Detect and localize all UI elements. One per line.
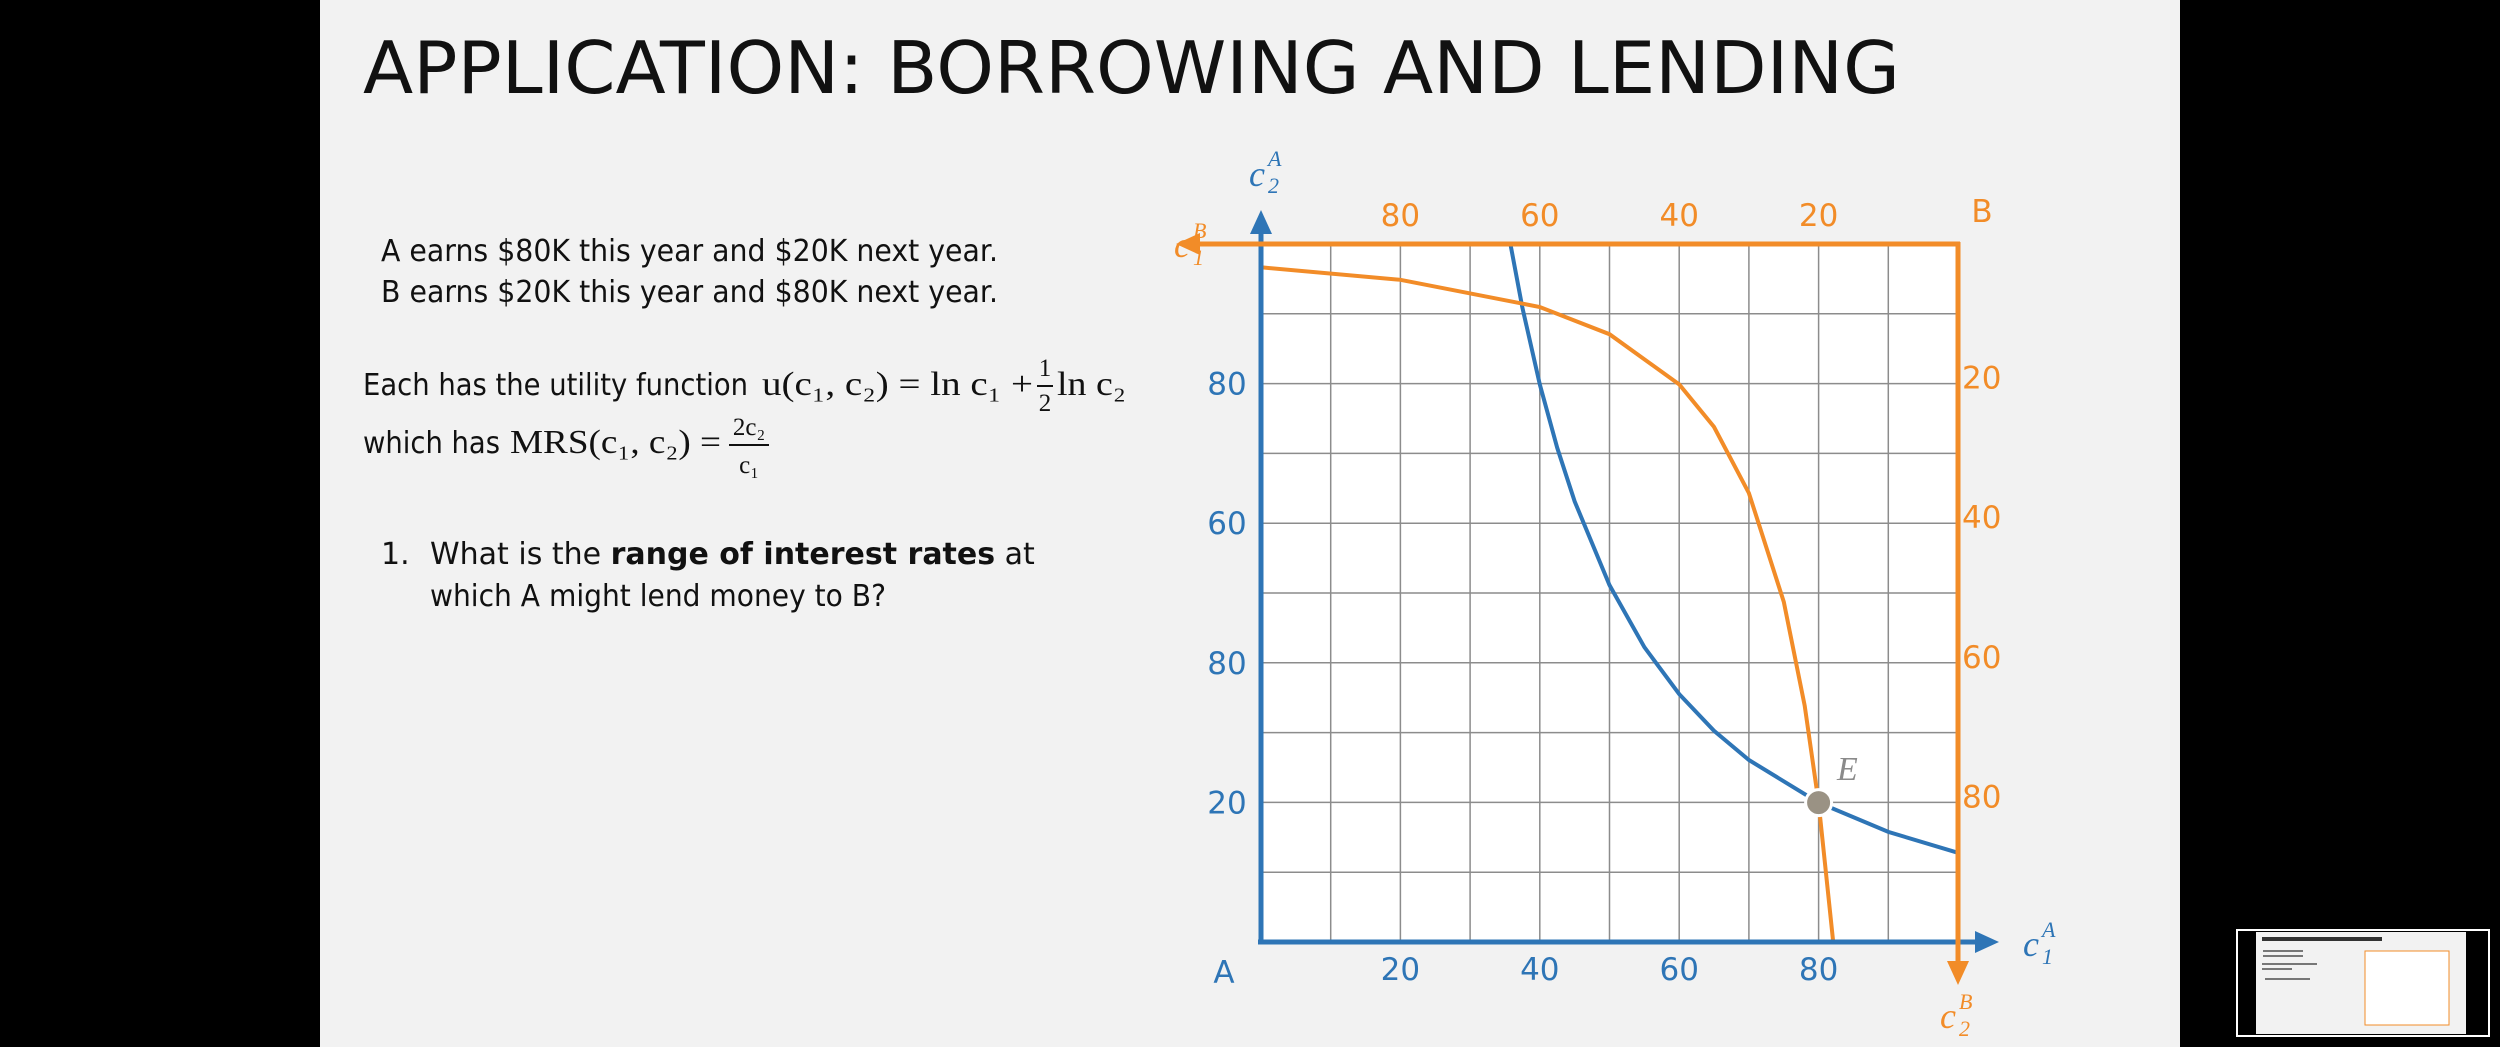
equilibrium-point xyxy=(1804,788,1834,818)
axis-label: c xyxy=(1940,996,1956,1036)
tick-labels: 20 40 60 80 80 60 80 20 80 60 40 20 20 40 60 80 xyxy=(1207,198,2001,988)
utility-prefix: Each has the utility function xyxy=(363,368,748,403)
utility-formula: ln c₂ xyxy=(1057,366,1126,403)
x-tick-label: 40 xyxy=(1659,198,1698,234)
axis-label: A xyxy=(1266,146,1282,171)
x-tick-label: 60 xyxy=(1520,198,1559,234)
y-tick-label: 80 xyxy=(1207,646,1246,682)
thumbnail-text xyxy=(2262,968,2292,970)
y-tick-label: 20 xyxy=(1962,361,2001,397)
x-tick-label: 20 xyxy=(1381,952,1420,988)
fraction-numerator: 1 xyxy=(1039,355,1052,382)
thumbnail-text xyxy=(2262,963,2317,965)
axis-label: B xyxy=(1959,989,1972,1014)
origin-label: A xyxy=(1213,955,1234,991)
indifference-curve-b xyxy=(1260,265,1836,943)
intro-line: A earns $80K this year and $20K next yea… xyxy=(381,234,998,269)
thumbnail-text xyxy=(2263,950,2303,952)
x-tick-label: 80 xyxy=(1799,952,1838,988)
axis-label: A xyxy=(2040,917,2056,942)
slide-thumbnail[interactable] xyxy=(2236,929,2490,1037)
y-tick-label: 80 xyxy=(1962,779,2001,815)
question-bold: range of interest rates xyxy=(611,537,995,572)
y-tick-label: 40 xyxy=(1962,500,2001,536)
axis-label: 2 xyxy=(1959,1016,1970,1041)
slide-title: APPLICATION: BORROWING AND LENDING xyxy=(363,26,1900,110)
grid xyxy=(1261,244,1958,942)
arrowhead xyxy=(1176,233,1200,255)
fraction-numerator: 2c₂ xyxy=(733,414,765,441)
question-text: What is the xyxy=(430,537,601,572)
point-label: E xyxy=(1836,751,1858,788)
arrowhead xyxy=(1250,210,1272,234)
y-tick-label: 20 xyxy=(1207,785,1246,821)
axis-label: 1 xyxy=(2042,944,2053,969)
axis-label: 1 xyxy=(1193,245,1204,270)
fraction-denominator: c₁ xyxy=(739,452,759,479)
thumbnail-title xyxy=(2262,937,2382,941)
axis-label: 2 xyxy=(1268,173,1279,198)
intro-line: B earns $20K this year and $80K next yea… xyxy=(381,275,998,310)
axis-label: c xyxy=(1174,225,1190,265)
thumbnail-text xyxy=(2263,955,2303,957)
arrowhead xyxy=(1975,931,1999,953)
axis-label: c xyxy=(1249,154,1265,194)
x-tick-label: 40 xyxy=(1520,952,1559,988)
x-tick-label: 60 xyxy=(1659,952,1698,988)
edgeworth-box: E A B c A 2 c B 1 c A 1 c B 2 20 40 60 80 80… xyxy=(1174,146,2056,1041)
x-tick-label: 20 xyxy=(1799,198,1838,234)
mrs-prefix: which has xyxy=(363,426,500,461)
axis-label: c xyxy=(2023,924,2039,964)
question-text: at xyxy=(1005,537,1035,572)
y-tick-label: 60 xyxy=(1207,506,1246,542)
y-tick-label: 60 xyxy=(1962,640,2001,676)
x-tick-label: 80 xyxy=(1381,198,1420,234)
origin-label: B xyxy=(1971,194,1992,230)
fraction-denominator: 2 xyxy=(1039,390,1052,417)
y-tick-label: 80 xyxy=(1207,367,1246,403)
question: What is the range of interest rates at xyxy=(430,537,1035,572)
list-number: 1. xyxy=(381,537,410,572)
question: which A might lend money to B? xyxy=(430,579,886,614)
utility-formula: u(c₁, c₂) = ln c₁ + xyxy=(762,366,1033,403)
thumbnail-text xyxy=(2265,978,2310,980)
arrowhead xyxy=(1947,961,1969,985)
thumbnail-chart xyxy=(2364,950,2450,1026)
mrs-formula: MRS(c₁, c₂) = xyxy=(510,424,721,461)
axis-label: B xyxy=(1193,218,1206,243)
